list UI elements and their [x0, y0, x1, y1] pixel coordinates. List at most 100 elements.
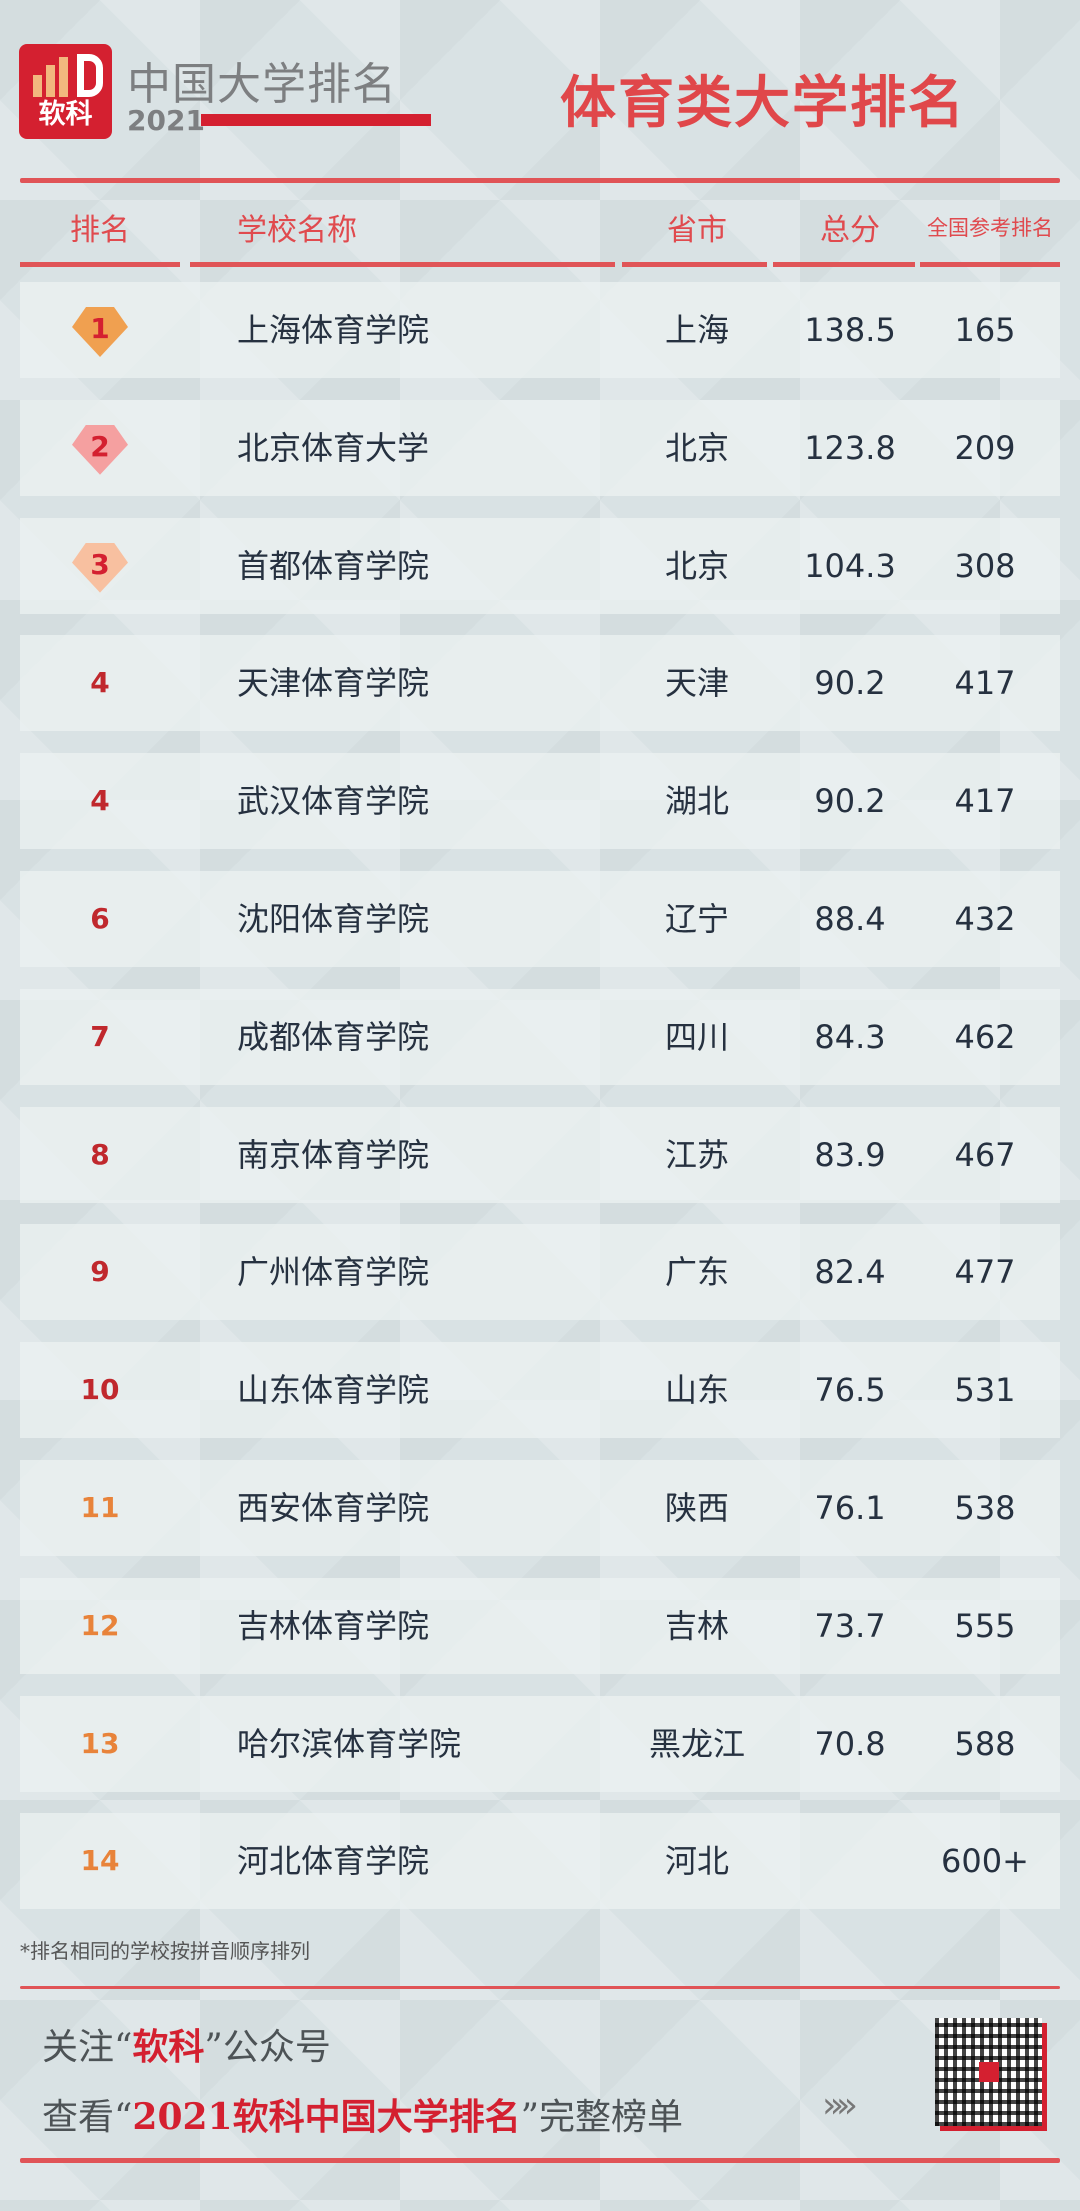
- province: 上海: [664, 311, 729, 349]
- table-row: 13 哈尔滨体育学院 黑龙江 70.8 588: [20, 1695, 1060, 1792]
- rank-medal-icon: 1: [72, 307, 128, 357]
- rank-number: 6: [90, 902, 110, 935]
- total-score: 90.2: [814, 664, 886, 703]
- school-name: 南京体育学院: [237, 1135, 430, 1174]
- school-name: 沈阳体育学院: [237, 900, 430, 938]
- national-rank: 308: [954, 546, 1016, 585]
- logo-text: 软科: [38, 99, 93, 130]
- table-row: 11 西安体育学院 陕西 76.1 538: [20, 1460, 1060, 1556]
- rank-medal-icon: 3: [72, 542, 128, 593]
- total-score: 104.3: [804, 546, 896, 585]
- footnote: *排名相同的学校按拼音顺序排列: [20, 1939, 310, 1963]
- rank-number: 4: [90, 666, 110, 700]
- national-rank: 600+: [941, 1842, 1029, 1881]
- province: 四川: [664, 1017, 729, 1056]
- total-score: 123.8: [804, 428, 896, 467]
- total-score: 90.2: [814, 782, 886, 821]
- province: 湖北: [664, 782, 729, 821]
- table-row: 6 沈阳体育学院 辽宁 88.4 432: [20, 871, 1060, 967]
- divider: [20, 1986, 1060, 1989]
- total-score: 83.9: [814, 1135, 886, 1174]
- province: 河北: [664, 1842, 729, 1881]
- province: 天津: [664, 664, 729, 703]
- province: 黑龙江: [648, 1724, 745, 1763]
- table-row: 7 成都体育学院 四川 84.3 462: [20, 988, 1060, 1085]
- table-row: 4 武汉体育学院 湖北 90.2 417: [20, 753, 1060, 850]
- table-row: 3 首都体育学院 北京 104.3 308: [20, 517, 1060, 614]
- total-score: 82.4: [814, 1253, 886, 1292]
- rank-number: 11: [80, 1491, 120, 1524]
- logo-bar: [59, 57, 68, 97]
- brand-name: 中国大学排名: [127, 59, 397, 110]
- national-rank: 538: [954, 1489, 1016, 1527]
- school-name: 武汉体育学院: [237, 782, 430, 821]
- divider: [20, 178, 1060, 183]
- table-row: 14 河北体育学院 河北 600+: [20, 1813, 1060, 1910]
- rank-number: 12: [80, 1608, 120, 1642]
- school-name: 河北体育学院: [237, 1842, 430, 1881]
- national-rank: 555: [954, 1606, 1016, 1645]
- table-row: 8 南京体育学院 江苏 83.9 467: [20, 1106, 1060, 1203]
- divider: [622, 262, 767, 267]
- follow-text: 关注“软科”公众号: [42, 2026, 331, 2068]
- rank-number: 7: [90, 1019, 110, 1053]
- table-row: 12 吉林体育学院 吉林 73.7 555: [20, 1577, 1060, 1674]
- arrows-icon: »»: [822, 2085, 858, 2126]
- school-name: 首都体育学院: [237, 546, 430, 585]
- logo-r: [77, 54, 103, 97]
- table-row: 1 上海体育学院 上海 138.5 165: [20, 282, 1060, 378]
- total-score: 88.4: [814, 900, 886, 938]
- national-rank: 209: [954, 428, 1016, 467]
- qr-code[interactable]: [935, 2018, 1042, 2126]
- national-rank: 417: [954, 664, 1016, 703]
- page-title: 体育类大学排名: [560, 71, 966, 136]
- province: 北京: [664, 546, 729, 585]
- school-name: 成都体育学院: [237, 1017, 430, 1056]
- rank-medal-icon: 2: [72, 424, 128, 475]
- table-row: 4 天津体育学院 天津 90.2 417: [20, 635, 1060, 732]
- divider: [190, 262, 615, 267]
- logo-bar: [46, 65, 55, 97]
- school-name: 北京体育大学: [237, 428, 430, 467]
- national-rank: 477: [954, 1253, 1016, 1292]
- rank-number: 4: [90, 784, 110, 818]
- divider: [920, 262, 1060, 267]
- table-row: 9 广州体育学院 广东 82.4 477: [20, 1224, 1060, 1321]
- national-rank: 417: [954, 782, 1016, 821]
- table-row: 2 北京体育大学 北京 123.8 209: [20, 399, 1060, 496]
- total-score: 76.1: [814, 1489, 886, 1527]
- province: 江苏: [664, 1135, 729, 1174]
- total-score: 73.7: [814, 1606, 886, 1645]
- province: 陕西: [664, 1489, 729, 1527]
- school-name: 吉林体育学院: [237, 1606, 430, 1645]
- total-score: 138.5: [804, 311, 896, 349]
- national-rank: 467: [954, 1135, 1016, 1174]
- rank-number: 14: [80, 1844, 120, 1878]
- total-score: 70.8: [814, 1724, 886, 1763]
- national-rank: 165: [954, 311, 1016, 349]
- divider: [20, 2158, 1060, 2163]
- rank-number: 9: [90, 1255, 110, 1289]
- col-name: 学校名称: [237, 213, 357, 248]
- school-name: 哈尔滨体育学院: [237, 1724, 462, 1763]
- rank-number: 8: [90, 1137, 110, 1171]
- rank-number: 1: [90, 312, 110, 345]
- national-rank: 531: [954, 1371, 1016, 1410]
- province: 吉林: [664, 1606, 729, 1645]
- col-rank: 排名: [70, 213, 130, 248]
- year-bar: [201, 114, 431, 126]
- col-province: 省市: [667, 213, 727, 248]
- rank-number: 10: [80, 1373, 120, 1407]
- divider: [773, 262, 915, 267]
- col-score: 总分: [820, 213, 880, 248]
- province: 山东: [664, 1371, 729, 1410]
- rank-number: 2: [90, 429, 110, 463]
- school-name: 天津体育学院: [237, 664, 430, 703]
- view-ranking-text[interactable]: 查看“2021软科中国大学排名”完整榜单: [42, 2096, 684, 2138]
- ruanke-logo: 软科: [19, 44, 112, 139]
- brand-year: 2021: [127, 104, 205, 137]
- divider: [20, 262, 180, 267]
- school-name: 西安体育学院: [237, 1489, 430, 1527]
- logo-bar: [33, 75, 42, 97]
- school-name: 广州体育学院: [237, 1253, 430, 1292]
